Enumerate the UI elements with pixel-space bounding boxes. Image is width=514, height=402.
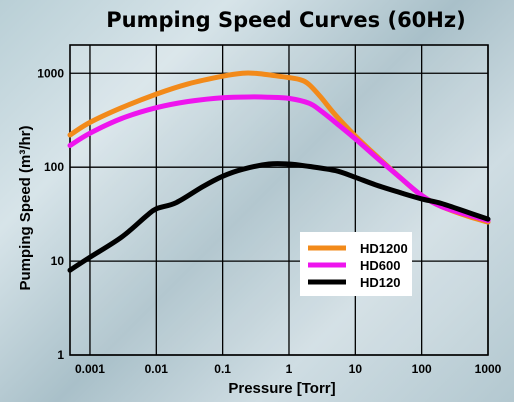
- legend-label: HD600: [360, 258, 400, 273]
- x-tick-label: 100: [412, 362, 432, 376]
- series-lines: [67, 70, 491, 273]
- y-tick-label: 10: [51, 254, 65, 268]
- x-tick-label: 1: [286, 362, 293, 376]
- y-tick-label: 1: [57, 348, 64, 362]
- x-tick-label: 10: [349, 362, 363, 376]
- x-tick-label: 0.1: [214, 362, 231, 376]
- legend-label: HD1200: [360, 241, 408, 256]
- legend: HD1200 HD600 HD120: [300, 232, 412, 296]
- x-tick-label: 1000: [475, 362, 502, 376]
- x-tick-label: 0.001: [75, 362, 105, 376]
- x-axis-label: Pressure [Torr]: [228, 380, 335, 397]
- chart-title: Pumping Speed Curves (60Hz): [106, 8, 465, 32]
- legend-label: HD120: [360, 275, 400, 290]
- x-tick-label: 0.01: [145, 362, 169, 376]
- series-line-hd120: [67, 161, 491, 273]
- y-tick-label: 100: [44, 160, 64, 174]
- y-axis-label: Pumping Speed (m³/hr): [17, 125, 34, 290]
- y-tick-labels: 1 10 100 1000: [37, 66, 64, 362]
- y-tick-label: 1000: [37, 66, 64, 80]
- x-tick-labels: 0.001 0.01 0.1 1 10 100 1000: [75, 362, 502, 376]
- series-line-hd600: [67, 94, 491, 224]
